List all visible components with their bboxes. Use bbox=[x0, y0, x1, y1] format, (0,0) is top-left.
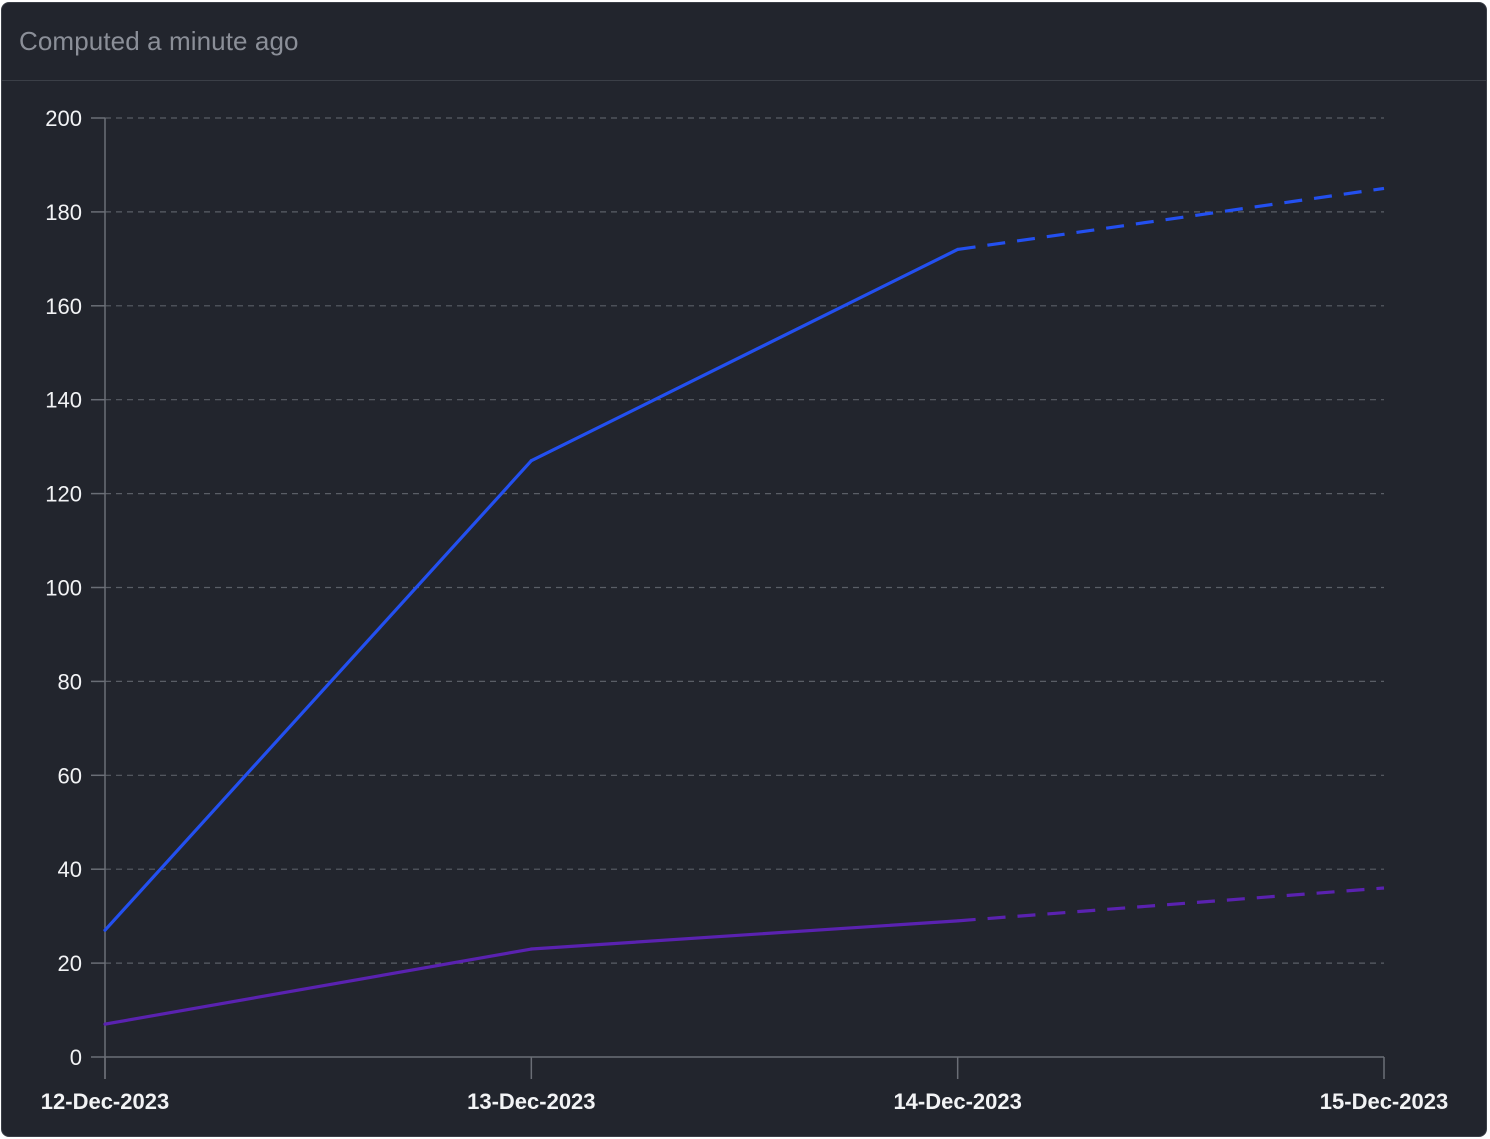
series-2-segment bbox=[529, 919, 960, 951]
series-lines bbox=[103, 186, 1385, 1026]
y-tick-labels: 0 20 40 60 80 100 120 140 160 180 200 bbox=[45, 106, 82, 1070]
y-tick-label: 200 bbox=[45, 106, 82, 131]
y-tick-label: 80 bbox=[58, 669, 82, 694]
y-tick-label: 0 bbox=[70, 1045, 82, 1070]
axes bbox=[91, 117, 1385, 1079]
series-2-line bbox=[103, 886, 1385, 1026]
y-tick-label: 160 bbox=[45, 294, 82, 319]
y-tick-label: 20 bbox=[58, 951, 82, 976]
y-tick-label: 180 bbox=[45, 200, 82, 225]
x-tick-labels: 12-Dec-2023 13-Dec-2023 14-Dec-2023 15-Dec-… bbox=[41, 1089, 1448, 1114]
x-tick-label: 12-Dec-2023 bbox=[41, 1089, 169, 1114]
y-tick-label: 140 bbox=[45, 388, 82, 413]
series-1-segment bbox=[529, 247, 960, 463]
x-tick-label: 13-Dec-2023 bbox=[467, 1089, 595, 1114]
series-1-segment bbox=[103, 459, 533, 932]
y-tick-label: 60 bbox=[58, 763, 82, 788]
grid-lines bbox=[105, 117, 1384, 964]
series-1-line bbox=[103, 186, 1385, 932]
series-2-segment bbox=[957, 886, 1385, 923]
series-1-segment bbox=[957, 186, 1385, 252]
y-tick-label: 40 bbox=[58, 857, 82, 882]
x-tick-label: 15-Dec-2023 bbox=[1320, 1089, 1448, 1114]
computed-status-text: Computed a minute ago bbox=[19, 26, 299, 56]
series-2-segment bbox=[103, 947, 533, 1026]
y-tick-label: 100 bbox=[45, 576, 82, 601]
y-tick-label: 120 bbox=[45, 482, 82, 507]
x-tick-label: 14-Dec-2023 bbox=[893, 1089, 1021, 1114]
panel-header: Computed a minute ago bbox=[2, 3, 1486, 81]
